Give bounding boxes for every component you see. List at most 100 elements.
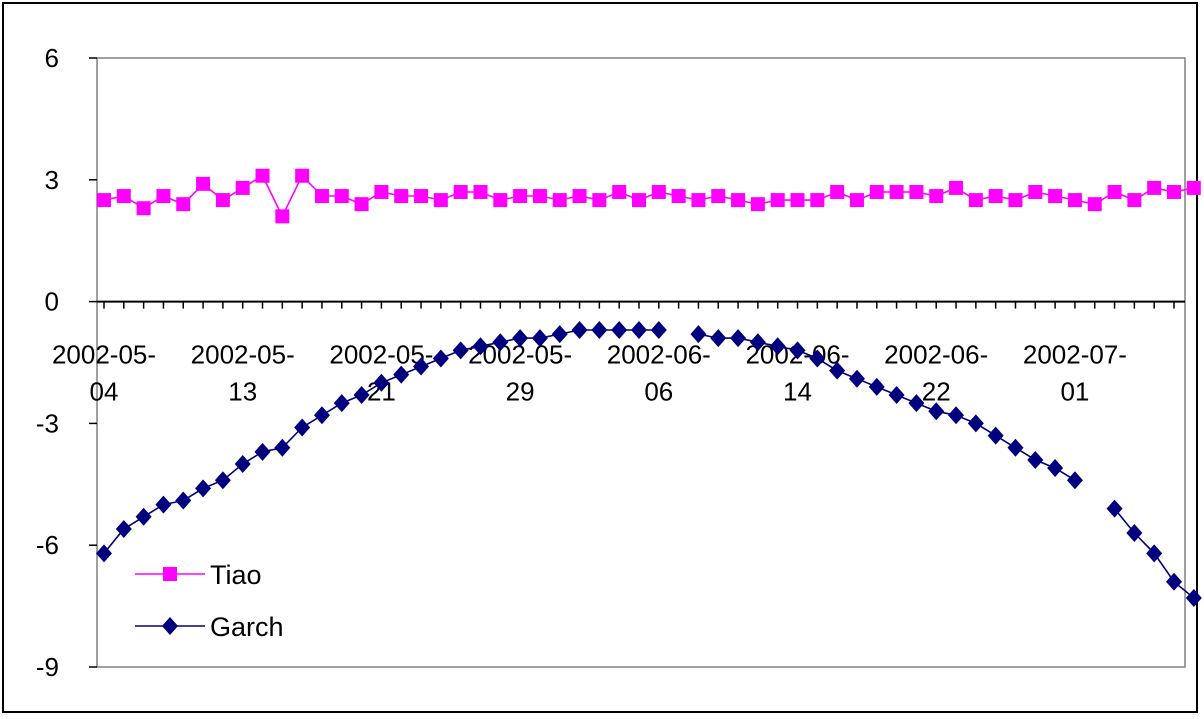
- data-point-garch: [353, 385, 370, 404]
- data-point-garch: [432, 349, 449, 368]
- data-point-tiao: [632, 193, 646, 208]
- data-point-garch: [829, 361, 846, 380]
- data-point-garch: [809, 349, 826, 368]
- data-point-garch: [631, 321, 647, 340]
- data-point-tiao: [275, 209, 290, 224]
- x-tick-label-line2: 22: [922, 377, 951, 407]
- y-tick-label: -3: [36, 408, 59, 438]
- data-point-garch: [650, 321, 667, 340]
- data-point-garch: [1166, 572, 1182, 591]
- series-layer: [96, 168, 1202, 607]
- data-point-garch: [888, 385, 905, 404]
- data-point-tiao: [295, 168, 310, 183]
- y-tick-label: 6: [45, 43, 59, 73]
- series-garch: [96, 321, 1202, 607]
- data-point-garch: [393, 365, 410, 384]
- data-point-tiao: [929, 189, 944, 204]
- legend-label-tiao: Tiao: [210, 560, 262, 590]
- x-tick-label-line2: 01: [1060, 377, 1089, 407]
- data-point-tiao: [790, 193, 805, 208]
- x-tick-label-line2: 06: [644, 377, 673, 407]
- data-point-garch: [1146, 544, 1163, 563]
- data-point-garch: [234, 455, 251, 473]
- data-point-tiao: [651, 184, 666, 199]
- data-point-garch: [749, 333, 766, 352]
- data-point-tiao: [414, 189, 429, 204]
- x-tick-label-line1: 2002-06-: [607, 340, 711, 370]
- data-point-tiao: [592, 193, 607, 208]
- data-point-tiao: [1107, 184, 1122, 199]
- data-point-garch: [254, 442, 271, 461]
- data-point-tiao: [671, 189, 686, 204]
- data-point-tiao: [750, 197, 765, 212]
- data-point-garch: [571, 321, 588, 340]
- data-point-garch: [690, 325, 707, 344]
- data-point-tiao: [394, 189, 409, 204]
- y-tick-label: 3: [45, 165, 59, 195]
- data-point-tiao: [731, 193, 746, 208]
- data-point-tiao: [136, 201, 151, 216]
- data-point-tiao: [830, 184, 845, 199]
- data-point-garch: [135, 507, 152, 526]
- data-point-tiao: [97, 193, 111, 208]
- data-point-garch: [472, 337, 489, 356]
- x-tick-label-line2: 13: [228, 377, 257, 407]
- data-point-garch: [452, 341, 469, 360]
- data-point-garch: [531, 329, 548, 348]
- data-point-garch: [274, 438, 291, 457]
- data-point-tiao: [453, 184, 468, 199]
- data-point-garch: [115, 519, 132, 538]
- y-tick-label: -6: [36, 530, 59, 560]
- data-point-tiao: [988, 189, 1003, 204]
- data-point-garch: [313, 406, 330, 425]
- data-point-tiao: [869, 184, 884, 199]
- data-point-tiao: [176, 197, 191, 212]
- data-point-tiao: [1087, 197, 1102, 212]
- data-point-garch: [214, 471, 231, 490]
- data-point-garch: [492, 333, 509, 352]
- data-point-tiao: [552, 193, 567, 208]
- data-point-garch: [948, 406, 965, 425]
- x-tick-label-line1: 2002-06-: [884, 340, 988, 370]
- data-point-garch: [789, 341, 806, 360]
- data-point-tiao: [572, 189, 587, 204]
- x-tick-label-line2: 29: [506, 377, 535, 407]
- data-point-tiao: [374, 184, 389, 199]
- data-point-garch: [1066, 471, 1083, 490]
- data-point-garch: [175, 491, 192, 510]
- data-point-tiao: [473, 184, 488, 199]
- data-point-garch: [769, 337, 786, 356]
- data-point-garch: [908, 394, 925, 413]
- data-point-garch: [1047, 459, 1064, 478]
- data-point-tiao: [810, 193, 825, 208]
- data-point-garch: [868, 377, 885, 396]
- data-point-tiao: [1127, 193, 1142, 208]
- data-point-tiao: [156, 189, 171, 204]
- data-point-tiao: [849, 193, 864, 208]
- data-point-garch: [848, 369, 865, 388]
- data-point-tiao: [215, 193, 230, 208]
- data-point-garch: [1106, 499, 1123, 518]
- data-point-tiao: [909, 184, 924, 199]
- data-point-garch: [987, 426, 1004, 445]
- data-point-tiao: [711, 189, 726, 204]
- data-point-tiao: [1067, 193, 1082, 208]
- data-point-garch: [294, 418, 311, 437]
- data-point-garch: [1185, 588, 1202, 607]
- data-point-garch: [1126, 524, 1143, 543]
- data-point-garch: [928, 402, 945, 421]
- data-point-garch: [155, 495, 172, 514]
- data-point-tiao: [532, 189, 547, 204]
- x-tick-label-line1: 2002-05-: [52, 340, 156, 370]
- data-point-tiao: [1147, 180, 1162, 195]
- data-point-tiao: [1186, 180, 1201, 195]
- data-point-garch: [591, 321, 608, 340]
- data-point-garch: [1007, 438, 1024, 457]
- data-point-garch: [710, 329, 727, 348]
- data-point-tiao: [255, 168, 270, 183]
- data-point-tiao: [949, 180, 964, 195]
- legend-label-garch: Garch: [210, 612, 284, 642]
- data-point-tiao: [354, 197, 369, 212]
- data-point-tiao: [889, 184, 904, 199]
